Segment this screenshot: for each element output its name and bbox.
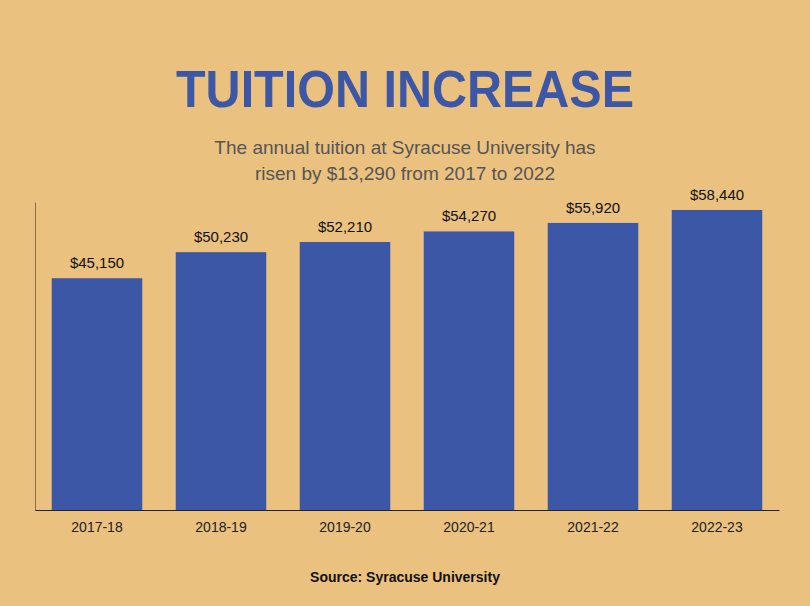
x-tick: 2018-19 [195, 519, 247, 535]
data-label: $45,150 [70, 254, 124, 271]
data-label: $58,440 [690, 186, 744, 203]
title: TUITION INCREASE [176, 60, 634, 118]
source: Source: Syracuse University [310, 569, 500, 585]
x-axis: 2017-18 2018-19 2019-20 2020-21 2021-22 2022-… [36, 511, 780, 535]
bar [176, 252, 267, 510]
data-labels: $45,150 $50,230 $52,210 $54,270 $55,920 $58,4… [70, 186, 744, 271]
x-tick: 2020-21 [443, 519, 495, 535]
x-tick-label: 2017-18 [71, 519, 123, 535]
x-tick: 2021-22 [567, 519, 619, 535]
x-tick: 2022-23 [691, 519, 743, 535]
chart-container: TUITION INCREASE The annual tuition at Sy… [0, 0, 810, 606]
background [0, 0, 810, 606]
y-axis-line [35, 203, 36, 511]
y-axis [35, 203, 36, 511]
x-tick-label: 2019-20 [319, 519, 371, 535]
x-tick: 2019-20 [319, 519, 371, 535]
x-tick-label: 2018-19 [195, 519, 247, 535]
chart-svg: TUITION INCREASE The annual tuition at Sy… [0, 0, 810, 606]
data-label: $55,920 [566, 199, 620, 216]
data-label: $54,270 [442, 207, 496, 224]
data-label: $50,230 [194, 228, 248, 245]
x-tick-label: 2022-23 [691, 519, 743, 535]
data-label: $52,210 [318, 218, 372, 235]
x-tick-label: 2020-21 [443, 519, 495, 535]
x-tick: 2017-18 [71, 519, 123, 535]
x-tick-label: 2021-22 [567, 519, 619, 535]
subtitle: risen by $13,290 from 2017 to 2022 [255, 163, 555, 184]
x-axis-line [36, 510, 780, 511]
bar [424, 231, 515, 510]
bars [52, 210, 763, 510]
bar [300, 242, 391, 510]
bar [672, 210, 763, 510]
subtitle: The annual tuition at Syracuse Universit… [214, 137, 595, 158]
bar [548, 223, 639, 510]
bar [52, 278, 143, 510]
